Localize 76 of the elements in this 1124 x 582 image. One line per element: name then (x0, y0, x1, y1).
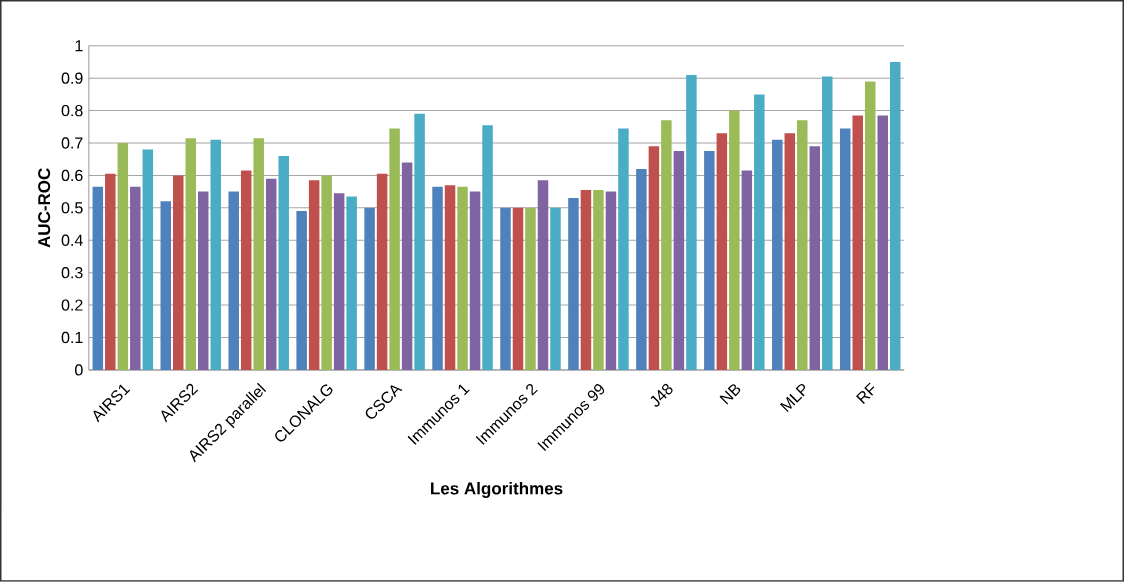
bar (822, 76, 833, 371)
bar (618, 128, 629, 371)
bar (401, 162, 413, 371)
bar (648, 146, 660, 371)
bar (568, 198, 579, 371)
bar (173, 175, 184, 371)
y-axis-title: AUC-ROC (38, 168, 51, 248)
y-tick-label: 0.5 (61, 202, 83, 214)
bar (432, 186, 443, 371)
bar (550, 207, 561, 371)
bar (185, 138, 197, 371)
bar (364, 207, 375, 371)
bar (296, 211, 307, 371)
y-tick-label: 0.7 (61, 137, 83, 149)
bar (321, 175, 332, 371)
bar (444, 185, 456, 371)
bar (457, 186, 468, 371)
bar (784, 133, 796, 371)
y-tick-label: 0.3 (61, 267, 83, 279)
bar (376, 173, 388, 371)
y-tick-label: 1 (75, 40, 83, 52)
x-tick-label: NB (719, 384, 741, 405)
bar (105, 173, 116, 371)
y-tick-label: 0.8 (61, 105, 83, 117)
bar (537, 180, 549, 371)
bar (414, 113, 425, 371)
bar (636, 169, 647, 371)
bar (469, 191, 481, 371)
x-tick-label: RF (856, 382, 875, 405)
bar (389, 128, 400, 371)
bar (852, 115, 863, 371)
bar (482, 125, 493, 371)
bar (593, 190, 604, 371)
bar (686, 75, 697, 371)
x-axis-title: Les Algorithmes (431, 482, 563, 499)
bar (772, 139, 783, 371)
bar (839, 128, 851, 371)
bar (661, 120, 672, 371)
y-tick-label: 0.6 (61, 169, 83, 182)
bar (346, 196, 357, 371)
y-tick-label: 0 (75, 364, 83, 376)
bar (278, 156, 289, 371)
bar (333, 193, 345, 371)
bar (525, 207, 536, 371)
bar (797, 120, 808, 371)
bar (198, 191, 209, 371)
y-tick-label: 0.1 (61, 331, 83, 344)
bar (864, 81, 876, 371)
bar (889, 62, 901, 371)
bar (580, 190, 592, 371)
bar (228, 191, 239, 371)
bar (130, 186, 141, 371)
bar (512, 207, 524, 371)
bar (754, 94, 765, 371)
bar (729, 110, 740, 371)
bar (253, 138, 264, 371)
x-tick-label: J48 (650, 383, 673, 407)
bar (605, 191, 617, 371)
bar (210, 139, 221, 371)
bar (142, 149, 154, 371)
bar (673, 151, 685, 371)
y-tick-label: 0.9 (61, 72, 83, 84)
bar (809, 146, 821, 371)
bar (716, 133, 728, 371)
y-tick-label: 0.2 (61, 299, 83, 311)
bar (308, 180, 320, 371)
bar (117, 143, 129, 371)
y-tick-label: 0.4 (61, 234, 83, 247)
bar (265, 178, 277, 371)
bar (92, 186, 104, 371)
bar (741, 170, 753, 371)
bar (500, 207, 511, 371)
bar (240, 170, 252, 371)
bar (704, 151, 715, 371)
bar (160, 201, 172, 371)
bar (877, 115, 888, 371)
